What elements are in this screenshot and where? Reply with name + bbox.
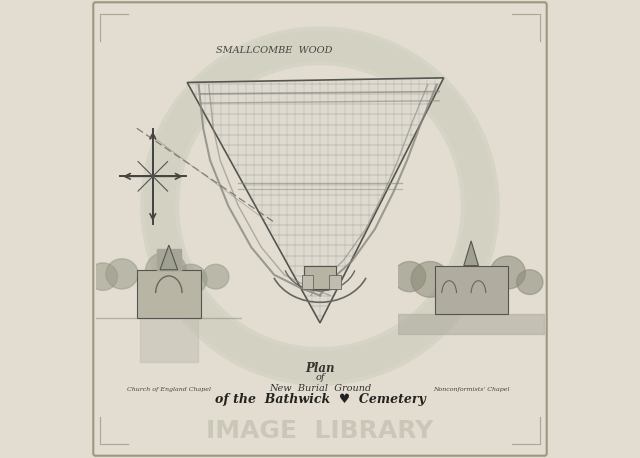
Text: Plan: Plan	[305, 362, 335, 375]
Polygon shape	[187, 78, 444, 323]
Text: of: of	[316, 373, 324, 382]
Bar	[301, 275, 313, 289]
Text: of the  Bathwick  ♥  Cemetery: of the Bathwick ♥ Cemetery	[214, 393, 426, 406]
Text: New  Burial  Ground: New Burial Ground	[269, 384, 371, 393]
Text: IMAGE  LIBRARY: IMAGE LIBRARY	[206, 419, 434, 442]
FancyBboxPatch shape	[93, 2, 547, 456]
Text: SMALLCOMBE  WOOD: SMALLCOMBE WOOD	[216, 46, 332, 55]
Bar	[329, 275, 340, 289]
Bar	[304, 266, 336, 289]
